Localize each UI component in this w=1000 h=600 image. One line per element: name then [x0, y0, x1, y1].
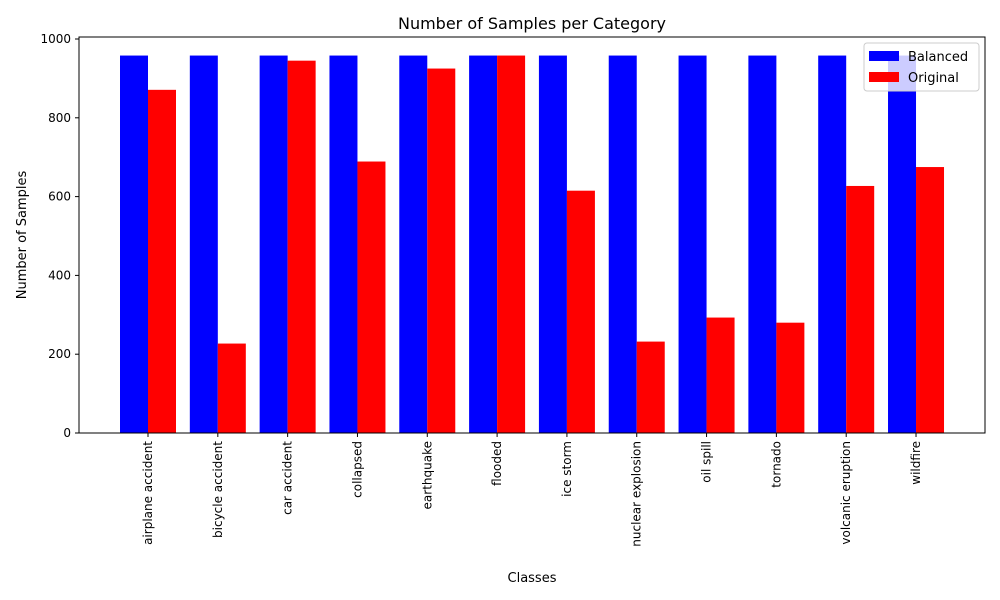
x-tick-label-flooded: flooded: [490, 441, 504, 486]
legend-swatch-balanced: [869, 51, 899, 61]
bar-original-oil-spill: [706, 317, 735, 433]
bar-balanced-wildfire: [888, 55, 917, 434]
bar-original-tornado: [776, 322, 805, 433]
bar-balanced-ice-storm: [538, 55, 567, 434]
bar-original-car-accident: [287, 60, 316, 434]
y-tick-label-0: 0: [63, 426, 71, 440]
bar-original-flooded: [497, 55, 526, 434]
legend: Balanced Original: [863, 42, 980, 92]
y-axis-ticks: 0 200 400 600 800 1000: [40, 32, 79, 440]
bar-balanced-flooded: [469, 55, 498, 434]
y-tick-label-600: 600: [48, 190, 71, 204]
bar-original-wildfire: [916, 167, 945, 434]
y-tick-label-400: 400: [48, 268, 71, 282]
legend-swatch-original: [869, 72, 899, 82]
x-tick-label-oil-spill: oil spill: [700, 441, 714, 483]
x-tick-label-volcanic-eruption: volcanic eruption: [839, 441, 853, 545]
y-tick-label-800: 800: [48, 111, 71, 125]
bar-original-nuclear-explosion: [636, 341, 665, 433]
x-tick-label-bicycle-accident: bicycle accident: [211, 441, 225, 538]
bar-original-ice-storm: [566, 190, 595, 433]
bar-balanced-bicycle-accident: [189, 55, 218, 434]
x-tick-label-car-accident: car accident: [281, 441, 295, 515]
y-axis-label: Number of Samples: [15, 171, 30, 300]
x-axis-label: Classes: [508, 571, 557, 586]
x-tick-label-nuclear-explosion: nuclear explosion: [630, 441, 644, 547]
bar-balanced-volcanic-eruption: [818, 55, 847, 434]
x-tick-label-ice-storm: ice storm: [560, 441, 574, 497]
x-tick-label-airplane-accident: airplane accident: [141, 441, 155, 545]
x-tick-label-earthquake: earthquake: [420, 441, 434, 509]
bar-balanced-collapsed: [329, 55, 358, 434]
x-tick-label-wildfire: wildfire: [909, 441, 923, 485]
legend-label-balanced: Balanced: [908, 50, 968, 65]
x-tick-label-collapsed: collapsed: [350, 441, 364, 498]
bar-balanced-tornado: [748, 55, 777, 434]
plot-area-frame: [78, 36, 986, 434]
bar-original-volcanic-eruption: [846, 185, 875, 433]
y-tick-label-1000: 1000: [40, 32, 71, 46]
bars-group: [120, 55, 945, 434]
bar-original-bicycle-accident: [217, 343, 246, 433]
bar-balanced-nuclear-explosion: [608, 55, 637, 434]
bar-original-airplane-accident: [148, 89, 176, 433]
bar-original-earthquake: [427, 68, 456, 434]
bar-balanced-car-accident: [259, 55, 288, 434]
legend-label-original: Original: [908, 71, 959, 86]
bar-balanced-airplane-accident: [120, 55, 148, 434]
x-axis-ticks: airplane accident bicycle accident car acc…: [141, 433, 923, 547]
bar-balanced-oil-spill: [678, 55, 707, 434]
chart-title: Number of Samples per Category: [398, 14, 666, 33]
x-tick-label-tornado: tornado: [769, 441, 783, 488]
bar-original-collapsed: [357, 161, 386, 433]
bar-balanced-earthquake: [399, 55, 428, 434]
y-tick-label-200: 200: [48, 347, 71, 361]
